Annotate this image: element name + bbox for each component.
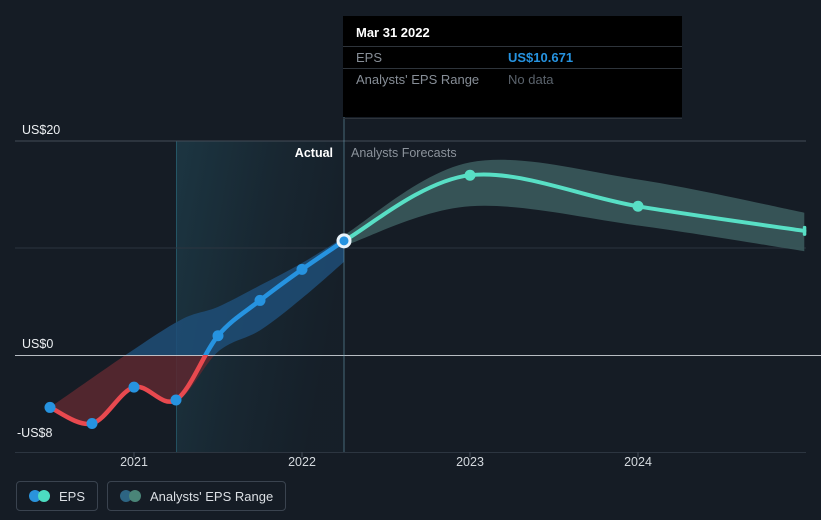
x-axis-label-2021: 2021 [120,455,148,469]
legend-eps-label: EPS [59,488,86,504]
actual-data-point[interactable] [170,394,182,406]
tooltip-row-eps: EPS US$10.671 [343,46,682,68]
forecast-data-point[interactable] [464,169,476,181]
actual-data-point[interactable] [128,381,140,393]
actual-data-point[interactable] [86,417,98,429]
analysts-eps-range-band [344,159,805,252]
actual-phase-label: Actual [294,146,333,160]
selected-data-point-mar-31-2022[interactable] [336,233,352,249]
tooltip-footer-divider [343,118,682,119]
forecast-line-end-cap [802,225,807,236]
actual-data-point[interactable] [254,294,266,306]
y-axis-label-neg-us8: -US$8 [17,426,53,440]
actual-band-positive [125,237,344,355]
eps-series-icon [29,490,50,502]
tooltip-eps-value: US$10.671 [508,50,574,65]
actual-data-point[interactable] [296,263,308,275]
eps-forecast-line [342,172,807,243]
tooltip-range-label: Analysts' EPS Range [356,72,480,87]
y-axis-label-us0: US$0 [22,337,54,351]
legend: EPS Analysts' EPS Range [16,481,287,511]
legend-analysts-range-label: Analysts' EPS Range [150,488,274,504]
x-axis-label-2024: 2024 [624,455,652,469]
tooltip-date: Mar 31 2022 [356,25,430,40]
tooltip-row-eps-range: Analysts' EPS Range No data [343,68,682,90]
legend-item-eps[interactable]: EPS [16,481,99,511]
tooltip: Mar 31 2022 EPS US$10.671 Analysts' EPS … [343,16,682,119]
actual-data-point[interactable] [212,330,224,342]
actual-data-point[interactable] [44,401,56,413]
x-axis-label-2022: 2022 [288,455,316,469]
tooltip-range-value: No data [508,72,554,87]
forecast-data-point[interactable] [632,200,644,212]
legend-item-analysts-range[interactable]: Analysts' EPS Range [107,481,287,511]
y-axis-label-us20: US$20 [22,123,61,137]
forecast-phase-label: Analysts Forecasts [351,146,457,160]
analysts-range-series-icon [120,490,142,502]
x-axis-label-2023: 2023 [456,455,484,469]
tooltip-eps-label: EPS [356,50,383,65]
